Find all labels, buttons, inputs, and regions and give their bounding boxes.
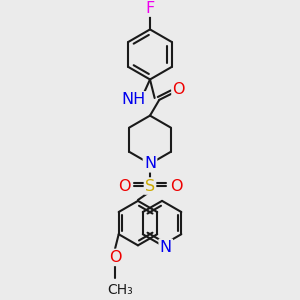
Text: O: O [109,250,121,265]
Text: O: O [170,178,182,194]
Text: N: N [144,156,156,171]
Text: F: F [146,1,154,16]
Text: S: S [145,178,155,194]
Text: CH₃: CH₃ [108,284,134,297]
Text: N: N [160,240,172,255]
Text: O: O [172,82,185,97]
Text: O: O [118,178,130,194]
Text: NH: NH [121,92,146,107]
